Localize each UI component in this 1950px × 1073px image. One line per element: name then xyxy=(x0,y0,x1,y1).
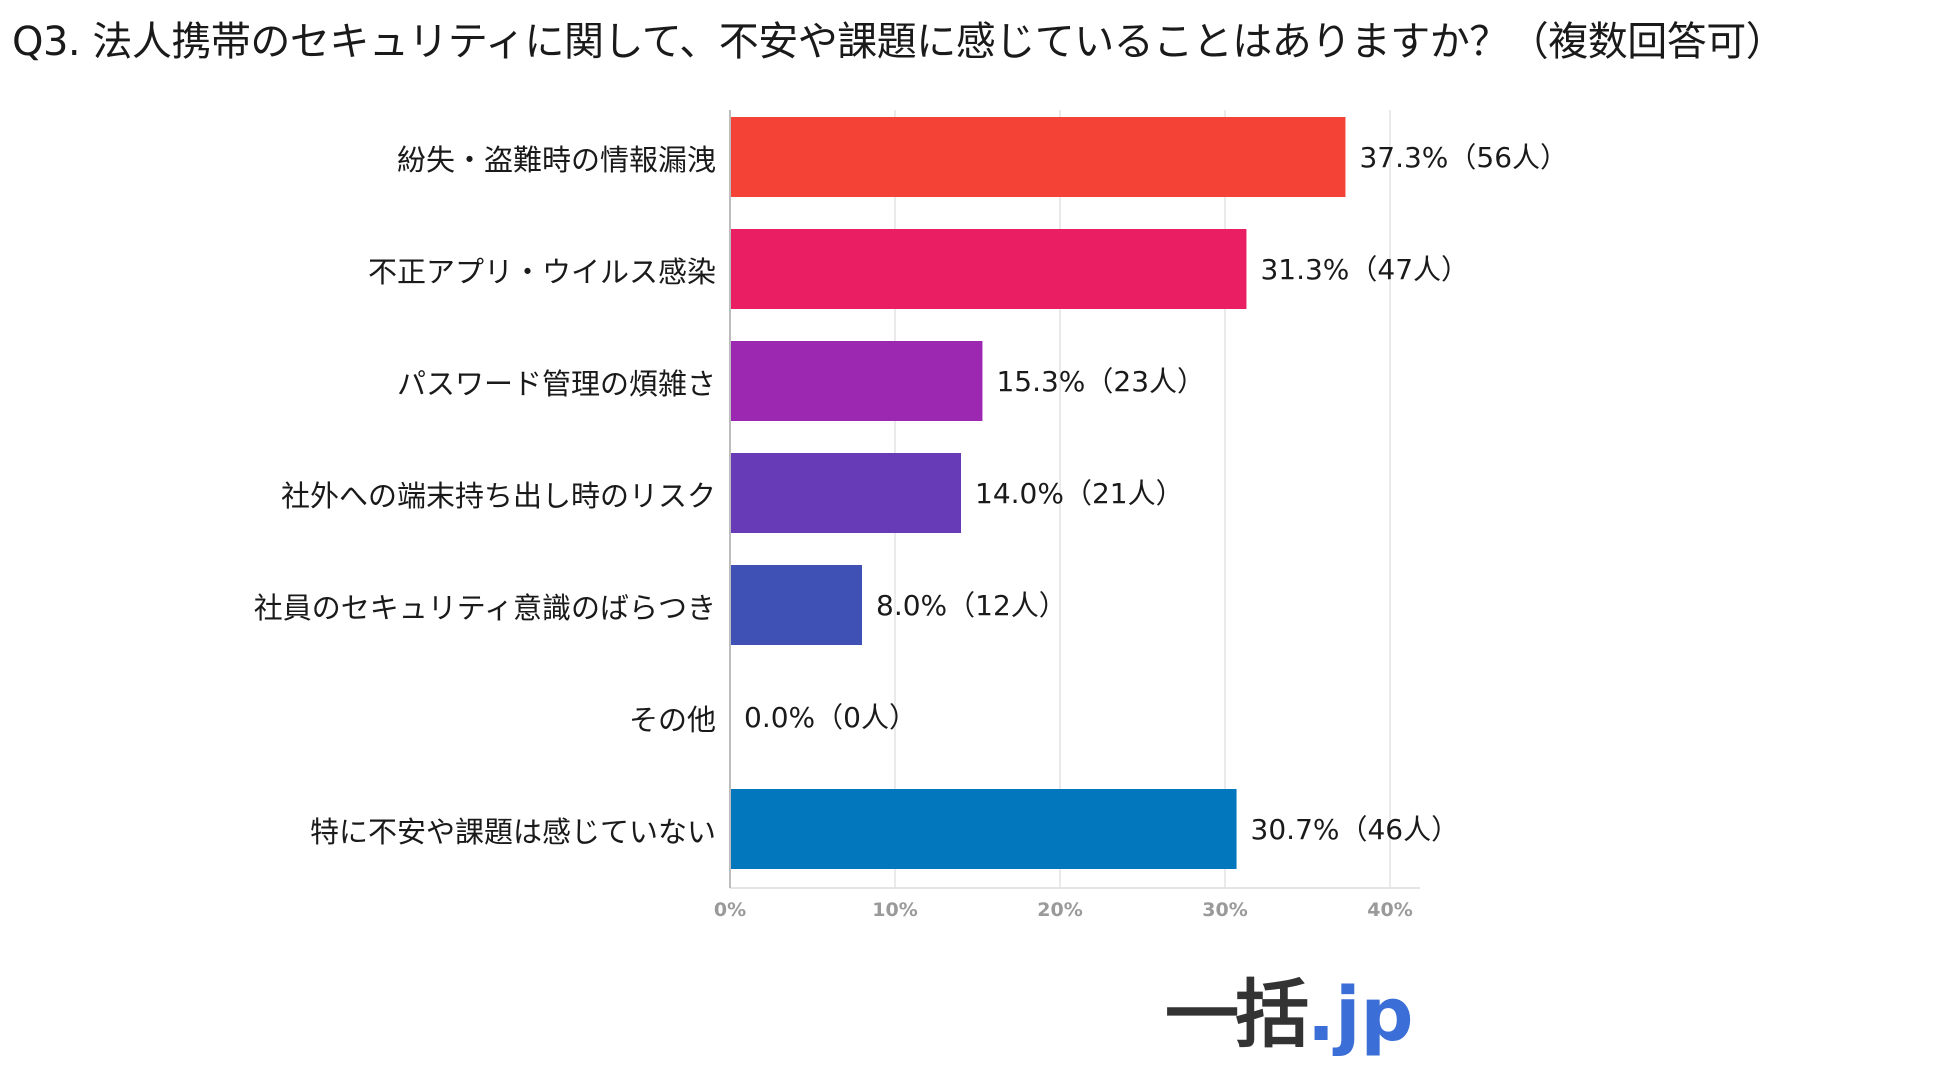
category-label-1: 不正アプリ・ウイルス感染 xyxy=(368,255,716,289)
category-label-4: 社員のセキュリティ意識のばらつき xyxy=(254,591,716,625)
x-tick-label-30: 30% xyxy=(1202,899,1247,921)
x-tick-label-0: 0% xyxy=(714,899,746,921)
data-label-2: 15.3%（23人） xyxy=(996,365,1205,398)
data-label-3: 14.0%（21人） xyxy=(975,477,1184,510)
category-label-2: パスワード管理の煩雑さ xyxy=(397,367,716,401)
chart-title: Q3. 法人携帯のセキュリティに関して、不安や課題に感じていることはありますか？… xyxy=(12,19,1786,65)
data-label-6: 30.7%（46人） xyxy=(1251,813,1460,846)
logo-suffix-text: .jp xyxy=(1307,972,1414,1058)
bar-6 xyxy=(730,789,1237,869)
brand-logo: 一括 .jp xyxy=(1165,955,1413,1058)
bar-chart: 紛失・盗難時の情報漏洩 37.3%（56人） 不正アプリ・ウイルス感染 31.3%（4… xyxy=(254,110,1568,921)
bar-4 xyxy=(730,565,862,645)
data-label-1: 31.3%（47人） xyxy=(1260,253,1469,286)
bar-2 xyxy=(730,341,983,421)
bar-0 xyxy=(730,117,1346,197)
logo-main-text: 一括 xyxy=(1165,972,1309,1058)
category-label-5: その他 xyxy=(629,703,716,737)
data-label-5: 0.0%（0人） xyxy=(744,701,917,734)
category-label-0: 紛失・盗難時の情報漏洩 xyxy=(397,143,716,177)
data-label-4: 8.0%（12人） xyxy=(876,589,1067,622)
bar-1 xyxy=(730,229,1247,309)
x-tick-label-20: 20% xyxy=(1037,899,1082,921)
category-label-6: 特に不安や課題は感じていない xyxy=(310,815,716,849)
category-label-3: 社外への端末持ち出し時のリスク xyxy=(281,479,716,513)
bar-3 xyxy=(730,453,961,533)
x-tick-label-40: 40% xyxy=(1367,899,1412,921)
x-tick-label-10: 10% xyxy=(872,899,917,921)
data-label-0: 37.3%（56人） xyxy=(1359,141,1568,174)
